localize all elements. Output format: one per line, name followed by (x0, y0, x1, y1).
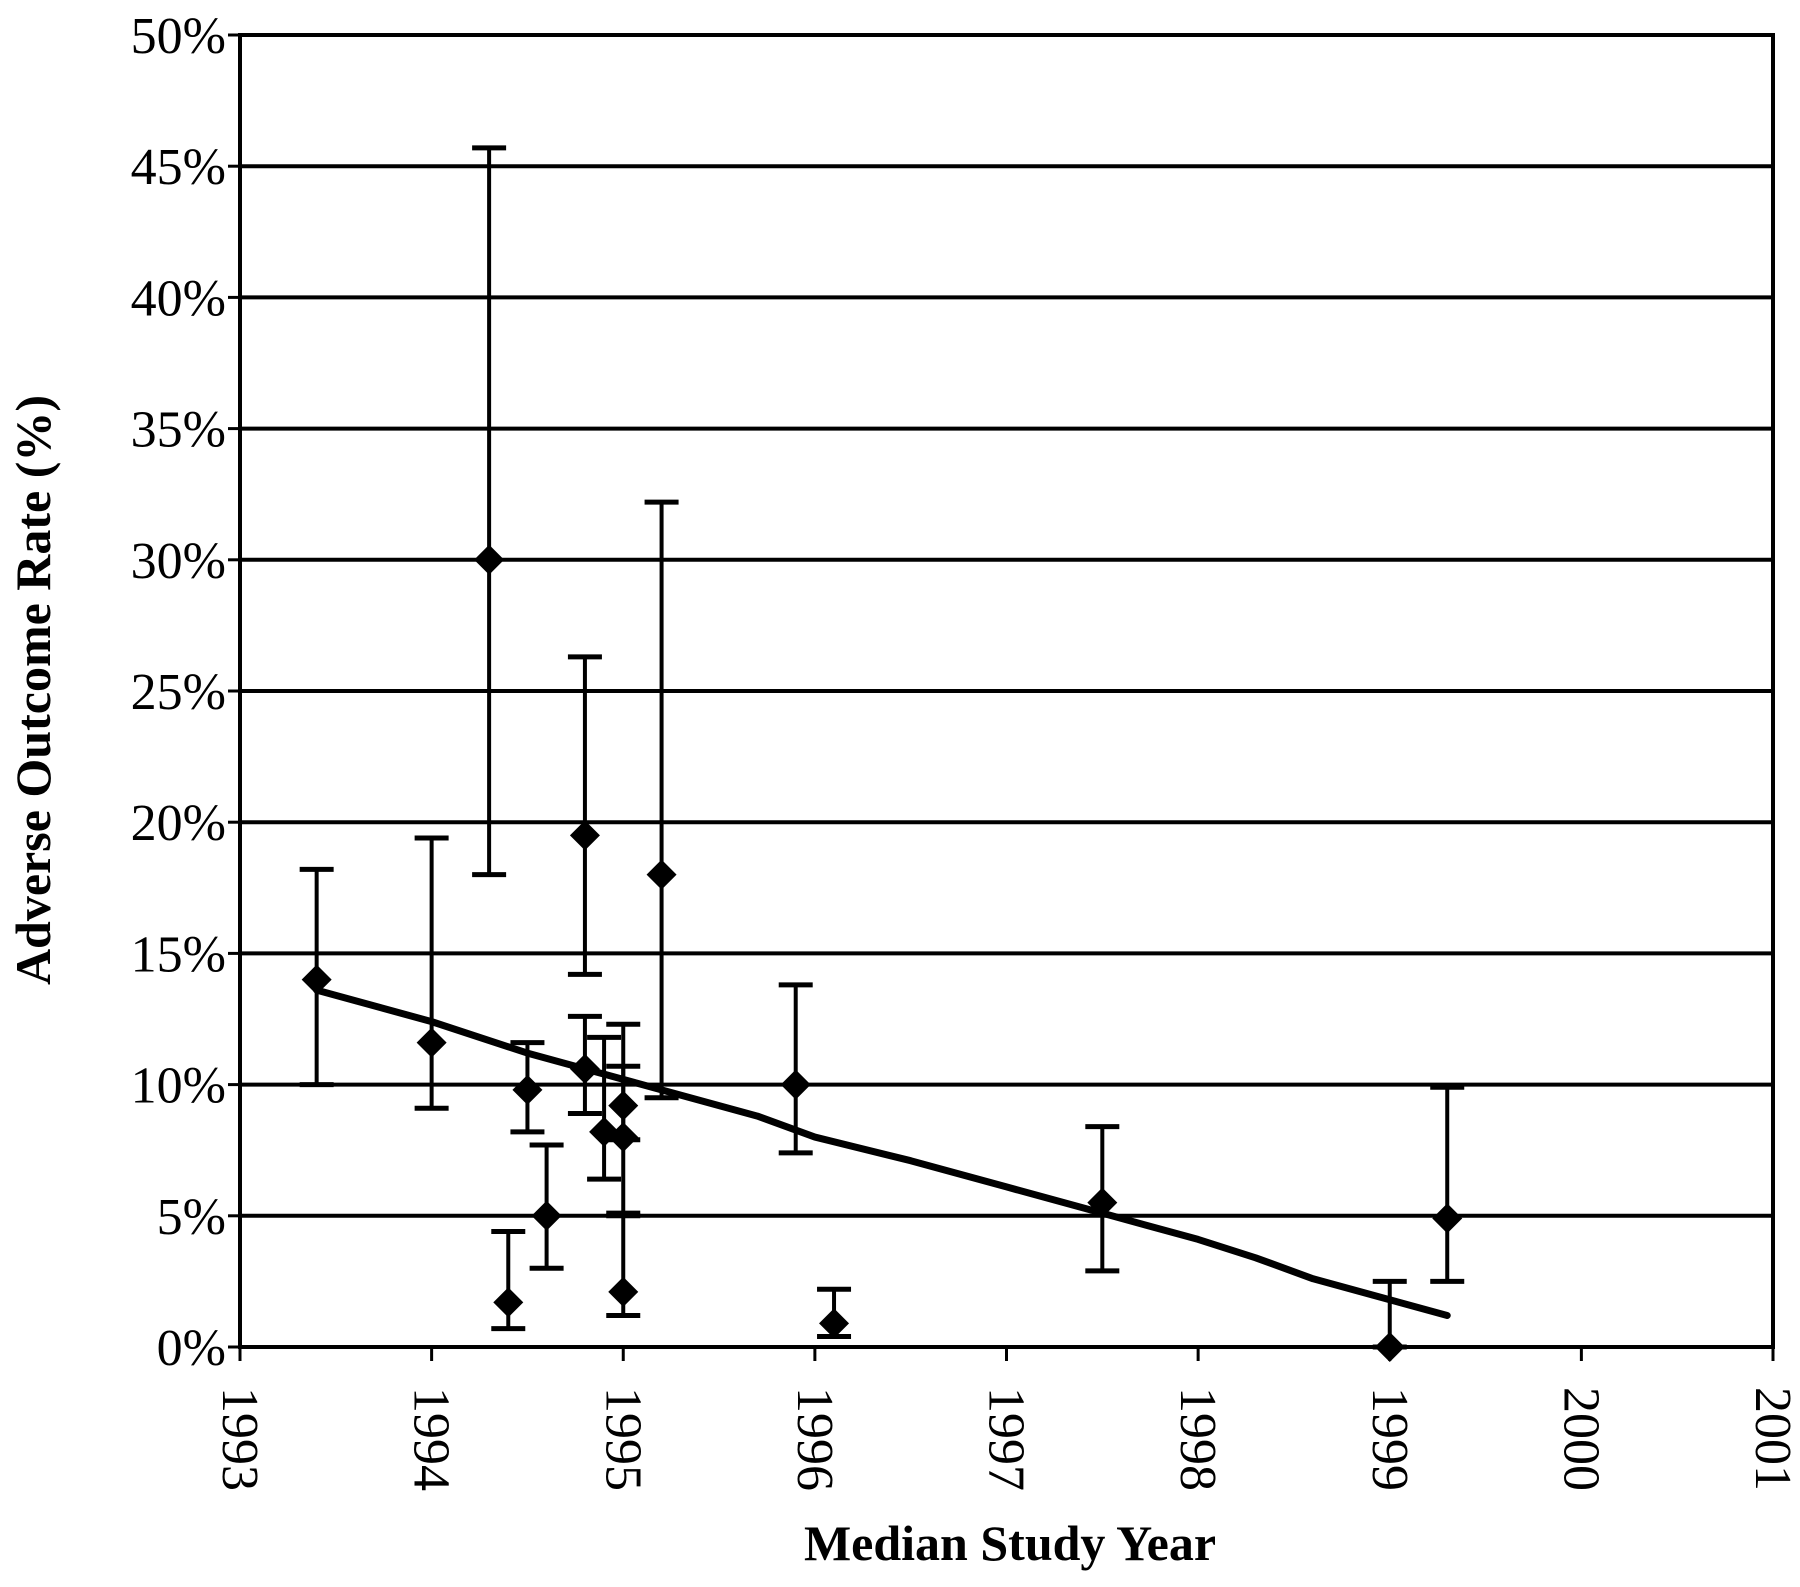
data-point (608, 1276, 639, 1307)
y-tick-label: 45% (131, 139, 226, 196)
x-tick-label: 1993 (211, 1387, 268, 1491)
y-tick-label: 50% (131, 8, 226, 65)
y-tick-label: 30% (131, 533, 226, 590)
gridlines (240, 33, 1773, 1349)
data-point (531, 1200, 562, 1231)
x-tick-label: 1999 (1361, 1387, 1418, 1491)
data-point (646, 859, 677, 890)
x-tick-label: 1997 (978, 1387, 1035, 1491)
data-point (493, 1287, 524, 1318)
x-axis-title: Median Study Year (804, 1515, 1216, 1571)
data-point (569, 1053, 600, 1084)
y-tick-label: 10% (131, 1058, 226, 1115)
y-tick-label: 5% (157, 1189, 226, 1246)
data-points (301, 544, 1463, 1362)
y-tick-label: 40% (131, 270, 226, 327)
y-tick-label: 20% (131, 795, 226, 852)
x-tick-label: 2000 (1552, 1387, 1609, 1491)
y-axis-title: Adverse Outcome Rate (%) (5, 395, 61, 985)
x-axis-ticks: 1993 1994 1995 1996 1997 1998 1999 2000 2001 (211, 1347, 1800, 1491)
data-point (569, 820, 600, 851)
x-tick-label: 1998 (1169, 1387, 1226, 1491)
data-point (819, 1308, 850, 1339)
data-point (1374, 1332, 1405, 1362)
x-tick-label: 2001 (1744, 1387, 1800, 1491)
x-tick-label: 1995 (594, 1387, 651, 1491)
data-point (301, 964, 332, 995)
x-tick-label: 1996 (786, 1387, 843, 1491)
data-point (608, 1090, 639, 1121)
trend-line (313, 986, 1451, 1320)
y-tick-label: 0% (157, 1320, 226, 1377)
y-axis-ticks: 0% 5% 10% 15% 20% 25% 30% 35% 40% 45% 50% (131, 8, 240, 1377)
data-point (608, 1122, 639, 1153)
data-point (780, 1069, 811, 1100)
data-point (1087, 1187, 1118, 1218)
data-point (474, 544, 505, 575)
data-point (1432, 1203, 1463, 1234)
y-tick-label: 35% (131, 402, 226, 459)
data-point (512, 1074, 543, 1105)
y-tick-label: 25% (131, 664, 226, 721)
x-tick-label: 1994 (403, 1387, 460, 1491)
data-point (416, 1027, 447, 1058)
error-bars (299, 145, 1465, 1350)
y-tick-label: 15% (131, 926, 226, 983)
